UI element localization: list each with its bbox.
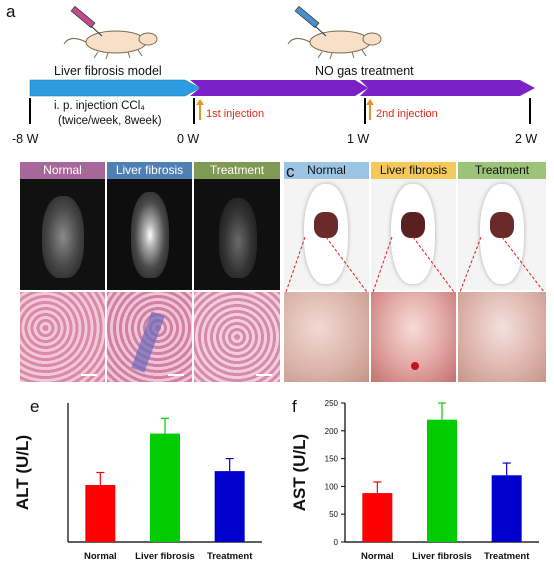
- panel-a-letter: a: [6, 2, 16, 21]
- ast-ytick-label-1: 50: [329, 510, 338, 519]
- histology-normal-image: [20, 292, 105, 382]
- tick-minus-8w: -8 W: [12, 132, 39, 146]
- fluorescence-normal-image: Normal: [20, 162, 105, 290]
- phase1-label: Liver fibrosis model: [54, 64, 162, 78]
- ast-category-label-2: Treatment: [484, 551, 530, 562]
- timeline-arrows: [29, 79, 535, 124]
- treatment-phase-arrow-1: [190, 80, 368, 96]
- mouse-syringe-icon-2: [287, 5, 382, 60]
- ast-category-label-1: Liver fibrosis: [412, 551, 472, 562]
- dissection-normal-image: Normal: [284, 162, 369, 290]
- tick-1w: 1 W: [347, 132, 370, 146]
- fluorescence-fibrosis-image: Liver fibrosis: [107, 162, 192, 290]
- first-injection-label: 1st injection: [206, 108, 265, 120]
- liver-closeup-treatment-image: [458, 292, 546, 382]
- panel-f-letter: f: [292, 397, 297, 416]
- alt-bar-chart: ALT (U/L) Normal Liver fibrosis Treatment: [13, 403, 262, 562]
- mouse-syringe-icon-1: [63, 5, 158, 60]
- panel-c-letter: c: [286, 162, 295, 181]
- model-phase-arrow: [29, 79, 201, 97]
- ast-ylabel: AST (U/L): [290, 434, 309, 511]
- alt-bar-2: [214, 471, 245, 542]
- dissection-treatment-image: Treatment: [458, 162, 546, 290]
- alt-ylabel: ALT (U/L): [13, 435, 32, 510]
- ast-ytick-label-5: 250: [325, 399, 339, 408]
- tick-2w: 2 W: [515, 132, 538, 146]
- liver-closeup-normal-image: [284, 292, 369, 382]
- ast-category-label-0: Normal: [361, 551, 394, 562]
- histology-fibrosis-image: [107, 292, 192, 382]
- alt-bar-0: [85, 485, 116, 542]
- ast-bar-1: [427, 419, 457, 542]
- second-injection-label: 2nd injection: [376, 108, 438, 120]
- ast-bar-2: [491, 475, 522, 542]
- fluorescence-treatment-image: Treatment: [194, 162, 280, 290]
- panel-b-letter: b: [8, 162, 18, 181]
- injection-protocol-line1: i. p. injection CCl₄: [54, 100, 145, 112]
- dissection-treatment-label: Treatment: [458, 162, 546, 179]
- ast-ytick-label-2: 100: [325, 482, 339, 491]
- injection-protocol-line2: (twice/week, 8week): [58, 115, 162, 127]
- dissection-fibrosis-label: Liver fibrosis: [371, 162, 456, 179]
- dissection-fibrosis-image: Liver fibrosis: [371, 162, 456, 290]
- tick-0w: 0 W: [177, 132, 200, 146]
- ast-bar-chart: 0 50 100 150 200 250 AST (U/L) Normal Liver fibr…: [290, 399, 539, 562]
- ast-ytick-label-4: 200: [325, 427, 339, 436]
- histology-treatment-image: [194, 292, 280, 382]
- alt-bar-1: [150, 433, 180, 542]
- treatment-phase-arrow-2: [360, 80, 535, 96]
- ast-ytick-label-3: 150: [325, 455, 339, 464]
- alt-category-label-0: Normal: [84, 551, 117, 562]
- alt-category-label-2: Treatment: [207, 551, 253, 562]
- phase2-label: NO gas treatment: [315, 64, 414, 78]
- panel-e-letter: e: [30, 397, 40, 416]
- fluorescence-normal-label: Normal: [20, 162, 105, 179]
- fluorescence-fibrosis-label: Liver fibrosis: [107, 162, 192, 179]
- liver-closeup-fibrosis-image: [371, 292, 456, 382]
- ast-ytick-label-0: 0: [334, 538, 339, 547]
- alt-category-label-1: Liver fibrosis: [135, 551, 195, 562]
- panel-d-letter: d: [8, 292, 18, 311]
- ast-bar-0: [362, 493, 393, 542]
- dissection-normal-label: Normal: [284, 162, 369, 179]
- fluorescence-treatment-label: Treatment: [194, 162, 280, 179]
